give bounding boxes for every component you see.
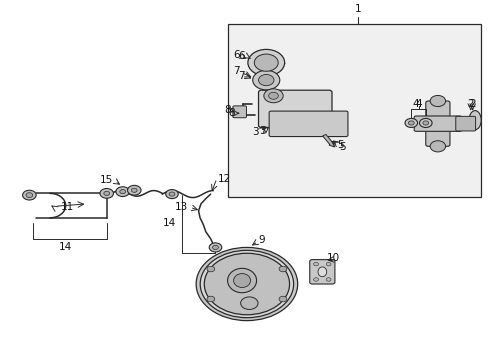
FancyBboxPatch shape [455,116,475,131]
Circle shape [279,266,286,272]
Text: 14: 14 [163,218,176,228]
Text: 5: 5 [336,140,343,150]
Text: 8: 8 [228,108,235,118]
Circle shape [247,49,284,76]
Circle shape [204,253,289,315]
Circle shape [131,188,137,192]
Circle shape [206,296,214,302]
Circle shape [254,54,278,71]
Text: 3: 3 [259,126,265,136]
FancyBboxPatch shape [258,90,331,127]
Text: 6: 6 [233,50,239,60]
Text: 6: 6 [237,51,244,61]
Ellipse shape [227,268,256,293]
Text: 1: 1 [354,4,361,14]
Text: 2: 2 [467,99,473,109]
Circle shape [209,243,222,252]
Text: 13: 13 [174,202,187,212]
Ellipse shape [233,274,250,288]
Text: 12: 12 [218,175,231,184]
Circle shape [419,118,431,127]
Circle shape [100,189,113,198]
Circle shape [200,250,293,318]
FancyBboxPatch shape [232,106,246,118]
Circle shape [268,92,278,99]
Text: 15: 15 [100,175,113,185]
Circle shape [127,185,141,195]
Circle shape [116,187,129,197]
Circle shape [279,296,286,302]
Circle shape [407,121,413,125]
Text: 8: 8 [224,105,230,115]
Text: 4: 4 [412,99,419,109]
Circle shape [103,191,109,195]
FancyBboxPatch shape [425,101,449,146]
Text: 7: 7 [237,71,244,81]
Circle shape [422,121,428,125]
Circle shape [206,266,214,272]
Circle shape [313,262,318,266]
Ellipse shape [468,111,480,130]
Ellipse shape [317,267,326,277]
Circle shape [252,70,279,90]
Circle shape [325,262,330,266]
FancyBboxPatch shape [268,111,347,136]
Bar [227,24,480,197]
Circle shape [258,75,273,86]
Circle shape [264,89,283,103]
FancyArrow shape [322,134,333,147]
Text: 7: 7 [233,66,239,76]
Text: 14: 14 [59,242,72,252]
Circle shape [212,245,218,249]
FancyBboxPatch shape [413,116,461,131]
Circle shape [313,278,318,281]
Circle shape [404,118,417,127]
Circle shape [325,278,330,281]
Text: 2: 2 [468,99,475,109]
Circle shape [120,190,125,194]
Circle shape [429,95,445,107]
Circle shape [165,190,178,199]
Circle shape [240,297,258,310]
Circle shape [22,190,36,200]
Circle shape [429,141,445,152]
FancyBboxPatch shape [309,260,334,284]
Text: 5: 5 [338,142,345,152]
Text: 4: 4 [414,99,421,109]
Text: 11: 11 [61,202,74,212]
Text: 10: 10 [326,253,339,263]
Circle shape [169,192,175,196]
Circle shape [26,193,33,198]
Text: 9: 9 [258,235,264,246]
Text: 3: 3 [252,127,259,138]
Circle shape [196,247,297,321]
